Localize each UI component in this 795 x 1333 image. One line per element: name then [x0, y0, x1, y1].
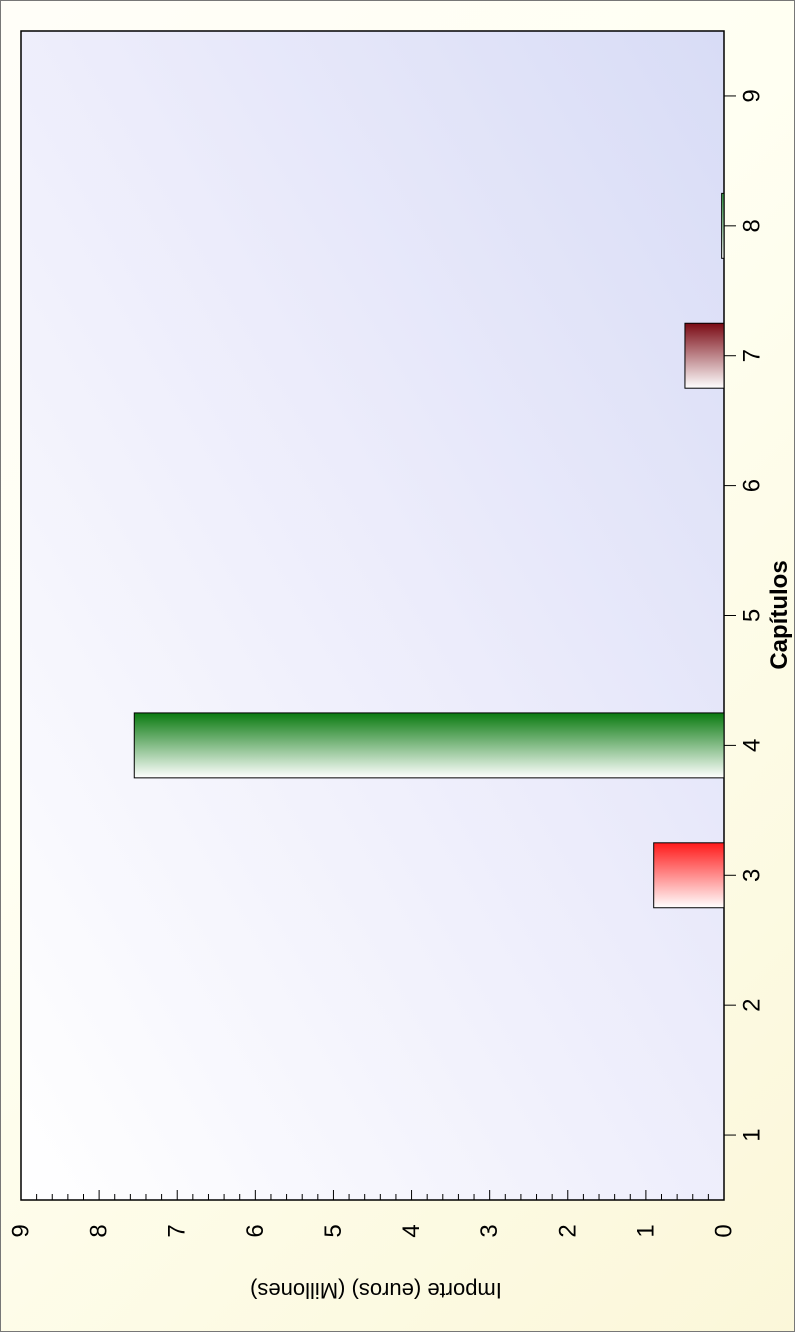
bar-3	[653, 842, 725, 909]
value-tick-label: 9	[8, 1224, 35, 1237]
bar-7	[684, 322, 725, 389]
value-tick-label: 4	[398, 1224, 425, 1237]
category-tick-label: 1	[739, 1128, 766, 1141]
category-tick-label: 2	[739, 998, 766, 1011]
value-tick-label: 1	[632, 1224, 659, 1237]
category-tick-label: 9	[739, 89, 766, 102]
value-tick-label: 0	[711, 1224, 738, 1237]
value-tick-label: 7	[164, 1224, 191, 1237]
bar-8	[721, 192, 725, 259]
category-tick-label: 7	[739, 349, 766, 362]
category-tick-label: 4	[739, 739, 766, 752]
category-tick-label: 3	[739, 869, 766, 882]
value-tick-label: 3	[476, 1224, 503, 1237]
x-axis-title: Capítulos	[766, 560, 793, 669]
tick-marks	[20, 95, 736, 1200]
category-tick-label: 6	[739, 479, 766, 492]
value-tick-label: 2	[554, 1224, 581, 1237]
y-axis-title: Importe (euros) (Millones)	[250, 1278, 502, 1303]
bar-4	[133, 712, 725, 779]
bars	[133, 192, 725, 909]
tick-labels: 0 1 2 3 4 5 6 7 8 9 1 2 3 4 5 6 7 8 9	[8, 89, 766, 1237]
category-tick-label: 5	[739, 609, 766, 622]
value-tick-label: 6	[242, 1224, 269, 1237]
plot-area	[20, 30, 725, 1201]
value-tick-label: 8	[86, 1224, 113, 1237]
category-tick-label: 8	[739, 219, 766, 232]
value-tick-label: 5	[320, 1224, 347, 1237]
